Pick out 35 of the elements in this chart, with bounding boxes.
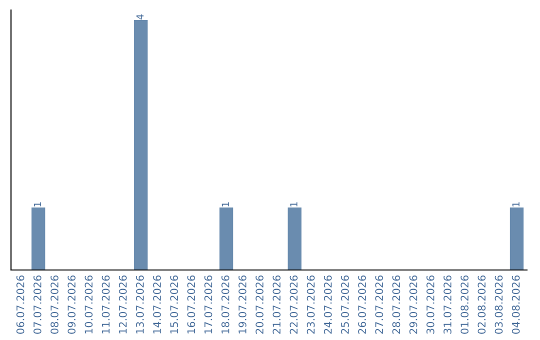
data-label: 1 [34,202,42,206]
x-tick-label: 01.08.2026 [460,276,469,334]
x-tick-label: 04.08.2026 [512,276,520,334]
x-tick-label: 02.08.2026 [478,276,486,334]
x-tick-label: 08.07.2026 [50,276,58,334]
x-tick-label: 09.07.2026 [68,276,76,334]
x-tick-label: 07.07.2026 [33,276,42,334]
data-label: 4 [136,14,144,20]
data-label: 1 [512,202,520,206]
x-tick-label: 26.07.2026 [358,276,366,334]
x-tick-label: 24.07.2026 [324,276,332,334]
x-tick-label: 25.07.2026 [341,276,349,334]
x-tick-label: 06.07.2026 [16,276,24,334]
x-tick-label: 16.07.2026 [187,276,196,334]
x-tick-label: 28.07.2026 [392,276,400,334]
x-tick-label: 03.08.2026 [494,276,503,334]
x-tick-label: 10.07.2026 [84,276,93,334]
x-tick-label: 29.07.2026 [409,276,418,334]
x-tick-label: 17.07.2026 [204,276,212,334]
x-tick-label: 21.07.2026 [272,276,281,334]
x-tick-label: 20.07.2026 [256,276,264,334]
data-label: 1 [222,202,229,206]
x-tick-label: 23.07.2026 [306,276,315,334]
x-tick-label: 18.07.2026 [221,276,230,334]
x-tick-label: 12.07.2026 [118,276,127,334]
x-tick-label: 22.07.2026 [290,276,298,334]
x-tick-label: 11.07.2026 [102,276,110,334]
x-tick-label: 31.07.2026 [444,276,452,334]
x-tick-label: 30.07.2026 [426,276,434,334]
x-tick-label: 15.07.2026 [170,276,178,334]
x-tick-label: 13.07.2026 [136,276,144,334]
data-label: 1 [290,202,298,206]
x-tick-label: 27.07.2026 [375,276,384,334]
x-tick-label: 19.07.2026 [238,276,246,334]
x-tick-label: 14.07.2026 [153,276,161,334]
